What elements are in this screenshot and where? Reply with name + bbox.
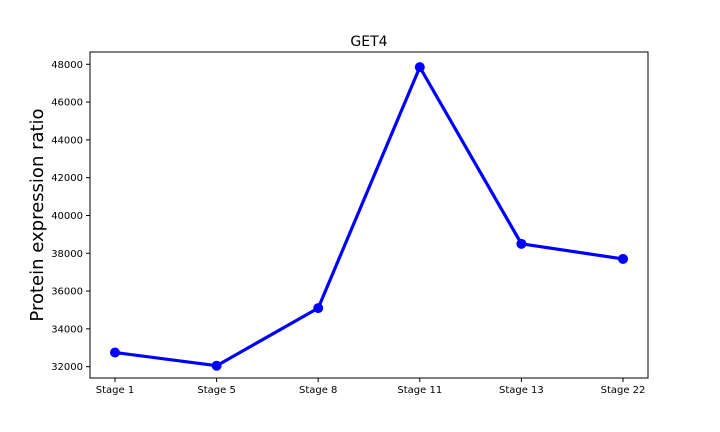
y-tick-label: 32000	[51, 362, 83, 373]
x-tick-label: Stage 11	[397, 385, 442, 396]
data-point	[414, 62, 425, 73]
y-tick-label: 44000	[51, 135, 83, 146]
y-tick-label: 46000	[51, 98, 83, 109]
y-tick-label: 36000	[51, 287, 83, 298]
series-layer	[110, 62, 628, 371]
data-point	[211, 360, 222, 371]
x-tick-label: Stage 22	[601, 385, 646, 396]
y-tick-label: 42000	[51, 173, 83, 184]
series-line	[114, 65, 624, 368]
y-axis-label: Protein expression ratio	[27, 108, 48, 321]
data-point	[313, 303, 324, 314]
data-point	[516, 238, 527, 249]
y-axis-ticks: 32000 34000 36000 38000 40000 42000 44000 46000…	[51, 60, 90, 373]
y-tick-label: 48000	[51, 60, 83, 71]
data-point	[110, 347, 120, 358]
x-tick-label: Stage 13	[499, 385, 544, 396]
y-tick-label: 34000	[51, 324, 83, 335]
x-tick-label: Stage 5	[197, 385, 235, 396]
x-tick-label: Stage 1	[96, 385, 134, 396]
y-tick-label: 40000	[51, 211, 83, 222]
plot-frame	[89, 51, 649, 379]
y-tick-label: 38000	[51, 249, 83, 260]
chart-title: GET4	[350, 34, 387, 50]
x-axis-ticks: Stage 1 Stage 5 Stage 8 Stage 11 Stage 13 Sta…	[96, 378, 646, 396]
data-point	[618, 253, 628, 264]
x-tick-label: Stage 8	[299, 385, 337, 396]
